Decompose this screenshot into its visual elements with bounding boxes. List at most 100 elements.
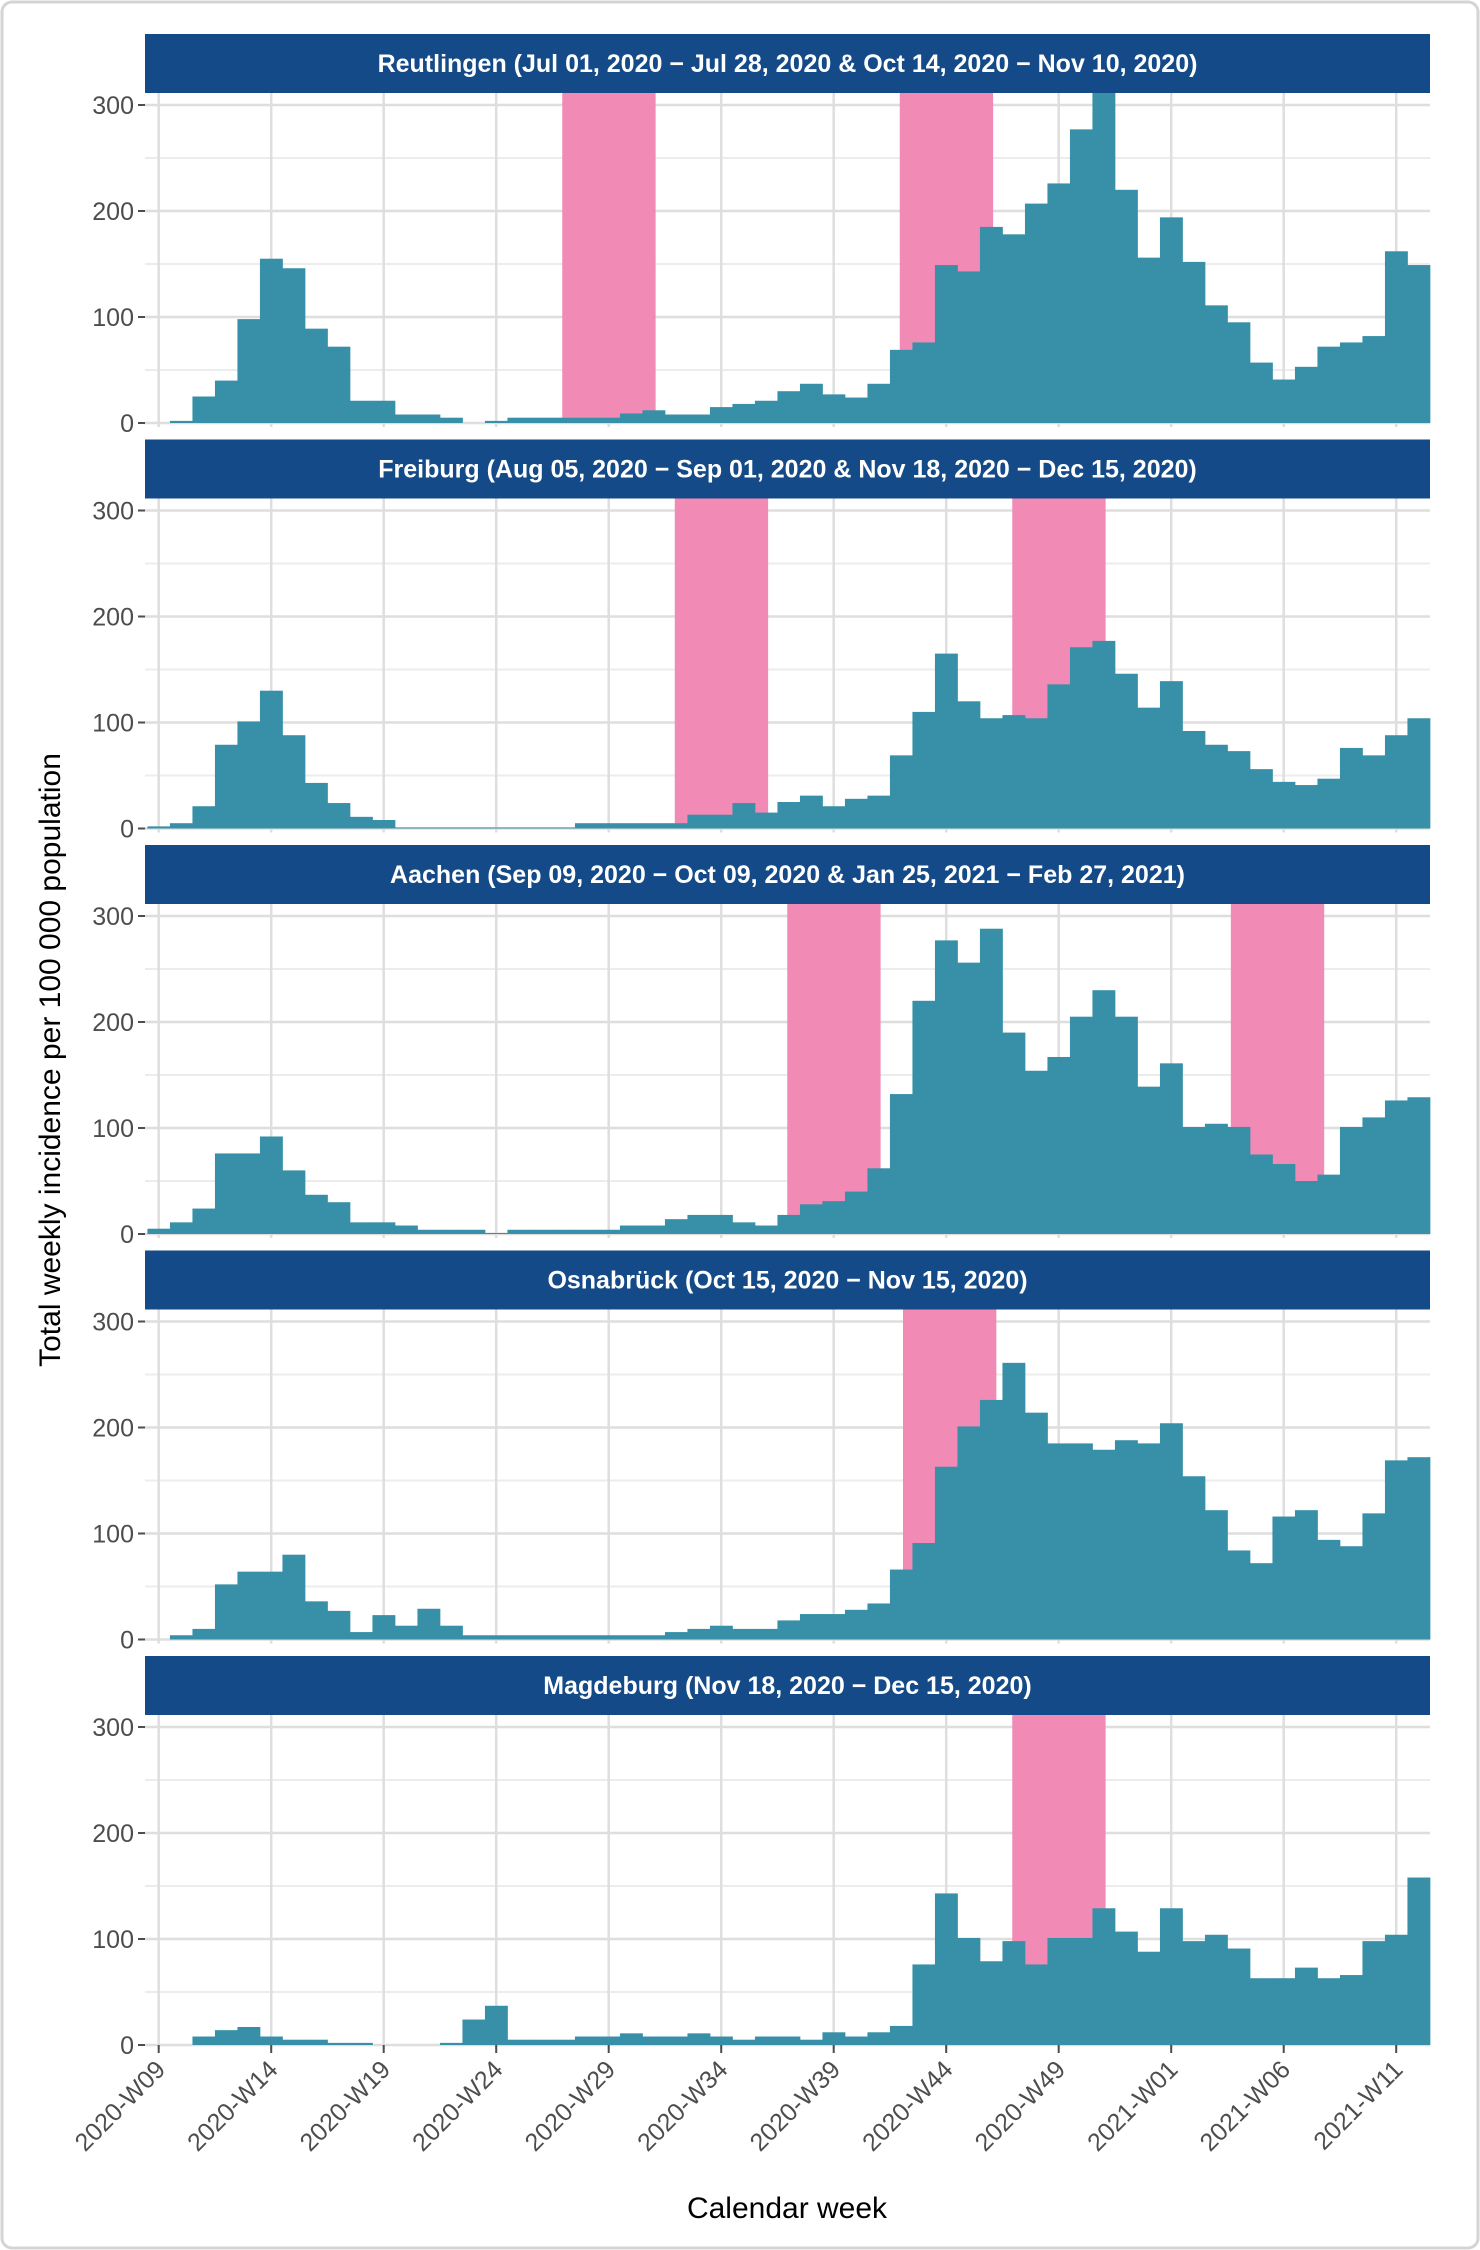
bar	[957, 1426, 981, 1640]
bar	[214, 1584, 238, 1640]
bar	[507, 1635, 531, 1640]
bar	[1249, 362, 1273, 423]
bar	[1249, 1154, 1273, 1234]
bar	[1047, 1443, 1071, 1640]
bar	[1227, 751, 1251, 829]
bar	[394, 1625, 418, 1640]
y-tick-label: 200	[92, 198, 134, 226]
panel-2: Aachen (Sep 09, 2020 − Oct 09, 2020 & Ja…	[92, 845, 1431, 1249]
bar	[304, 782, 328, 829]
bar	[732, 403, 756, 423]
panel-4: Magdeburg (Nov 18, 2020 − Dec 15, 2020) 0…	[92, 1656, 1431, 2060]
bar	[282, 735, 306, 829]
y-tick-label: 100	[92, 1115, 134, 1143]
bar	[979, 1399, 1003, 1640]
bar	[1092, 1908, 1116, 2045]
bar	[192, 2036, 216, 2045]
bar	[1114, 1931, 1138, 2045]
bar	[844, 397, 868, 423]
y-tick-label: 300	[92, 1309, 134, 1337]
bar	[709, 814, 733, 829]
bar	[574, 823, 598, 829]
bar	[192, 806, 216, 829]
bar	[867, 1168, 891, 1234]
bar	[1047, 684, 1071, 829]
bar	[1002, 1362, 1026, 1640]
bar	[822, 1614, 846, 1640]
bar	[507, 1229, 531, 1234]
bar	[1317, 346, 1341, 423]
y-tick-label: 300	[92, 903, 134, 931]
bar	[1159, 1063, 1183, 1234]
bar	[1227, 1550, 1251, 1640]
bar	[507, 417, 531, 423]
bar	[597, 823, 621, 829]
bar	[979, 1961, 1003, 2045]
bar	[552, 1635, 576, 1640]
panel-strip	[145, 1656, 1430, 1715]
bar	[1227, 1948, 1251, 2045]
bar	[687, 1628, 711, 1640]
bar	[889, 755, 913, 829]
bar	[1069, 129, 1093, 423]
bar	[259, 1136, 283, 1234]
bar	[1384, 1934, 1408, 2045]
bar	[1114, 1016, 1138, 1234]
y-tick-label: 200	[92, 1415, 134, 1443]
bar	[1182, 1941, 1206, 2045]
bar	[1069, 1443, 1093, 1640]
bar	[844, 1191, 868, 1234]
bar	[1024, 1412, 1048, 1640]
bar	[1182, 1126, 1206, 1234]
bar	[1047, 183, 1071, 423]
bar	[709, 1214, 733, 1234]
bar	[642, 410, 666, 423]
bar	[327, 1610, 351, 1640]
bar	[799, 1204, 823, 1234]
bar	[574, 417, 598, 423]
bar	[1339, 1126, 1363, 1234]
bar	[1092, 640, 1116, 829]
bar	[529, 1229, 553, 1234]
bar	[799, 383, 823, 423]
bar	[754, 400, 778, 423]
y-tick-label: 100	[92, 1926, 134, 1954]
bar	[484, 1232, 508, 1234]
y-tick-label: 0	[120, 2032, 134, 2060]
bar	[237, 1571, 261, 1640]
y-tick-label: 0	[120, 1221, 134, 1249]
bar	[799, 1614, 823, 1640]
bar	[642, 1635, 666, 1640]
bar	[1069, 1937, 1093, 2045]
y-tick-label: 300	[92, 92, 134, 120]
bar	[462, 827, 486, 829]
bar	[687, 814, 711, 829]
bar	[1272, 379, 1296, 423]
bar	[867, 795, 891, 829]
bar	[282, 268, 306, 423]
bar	[597, 1229, 621, 1234]
bar	[844, 1609, 868, 1640]
bar	[799, 795, 823, 829]
bar	[957, 271, 981, 423]
bar	[1137, 1086, 1161, 1234]
bar	[1317, 1978, 1341, 2045]
bar	[237, 2026, 261, 2045]
bar	[1362, 336, 1386, 423]
panel-title: Aachen (Sep 09, 2020 − Oct 09, 2020 & Ja…	[390, 861, 1185, 889]
bar	[1294, 1181, 1318, 1234]
bar	[979, 928, 1003, 1234]
bar	[619, 1225, 643, 1234]
bar	[777, 1214, 801, 1234]
bar	[642, 2036, 666, 2045]
bar	[259, 258, 283, 423]
bar	[912, 1000, 936, 1234]
bar	[1159, 681, 1183, 829]
bar	[799, 2039, 823, 2045]
bar	[1272, 1516, 1296, 1640]
bar	[619, 1635, 643, 1640]
bar	[642, 823, 666, 829]
bar	[237, 319, 261, 423]
y-tick-label: 100	[92, 710, 134, 738]
y-tick-label: 200	[92, 1009, 134, 1037]
